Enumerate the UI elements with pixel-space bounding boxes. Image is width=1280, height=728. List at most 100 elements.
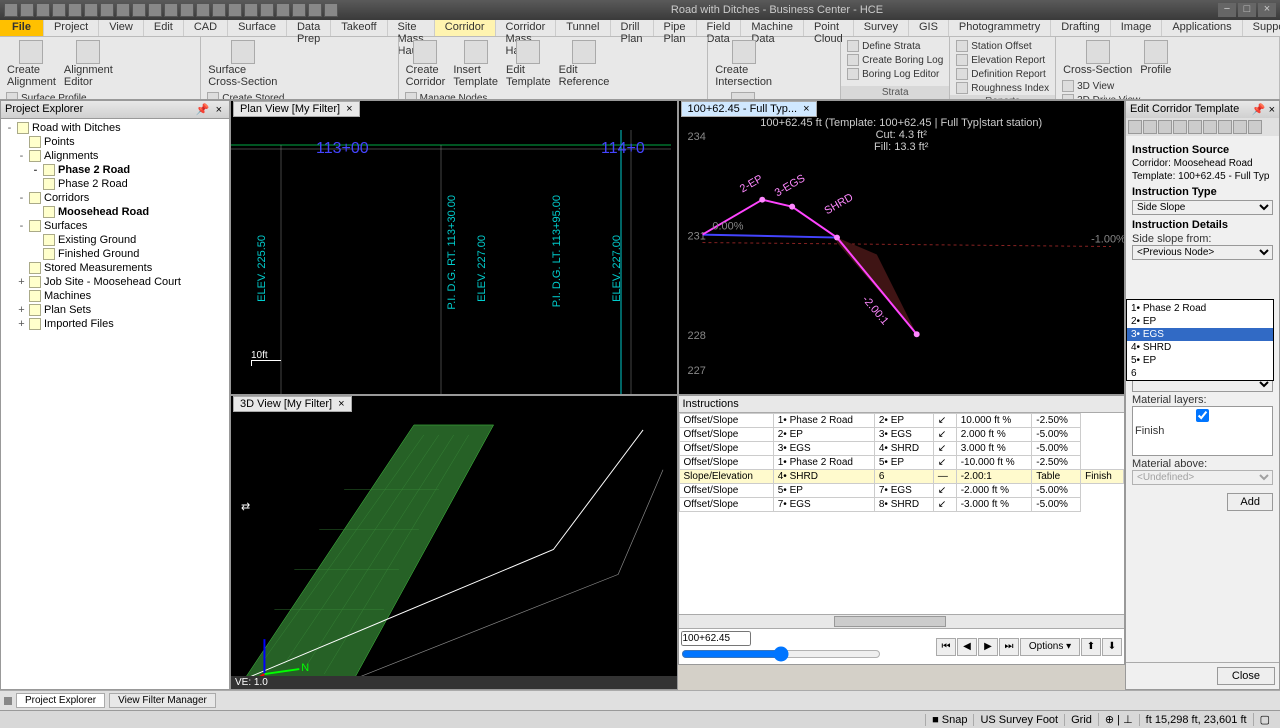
quick-access-toolbar[interactable] — [4, 3, 338, 17]
tree-node[interactable]: +Imported Files — [3, 317, 227, 331]
add-button[interactable]: Add — [1227, 493, 1273, 511]
tab-field-data[interactable]: Field Data — [697, 20, 742, 36]
finish-checkbox[interactable]: Finish — [1135, 409, 1270, 437]
instruction-type-select[interactable]: Side Slope — [1132, 200, 1273, 215]
ribbon-edit-template[interactable]: EditTemplate — [503, 39, 554, 89]
3d-view-tab[interactable]: 3D View [My Filter]× — [233, 396, 352, 412]
tab-data-prep[interactable]: Data Prep — [287, 20, 331, 36]
tab-drill-plan[interactable]: Drill Plan — [611, 20, 654, 36]
tab-project[interactable]: Project — [44, 20, 99, 36]
tree-node[interactable]: -Surfaces — [3, 219, 227, 233]
file-tab[interactable]: File — [0, 20, 44, 36]
ribbon-create-stored[interactable]: Create Stored — [205, 91, 322, 100]
nav-down-icon[interactable]: ⬇ — [1102, 638, 1122, 656]
ribbon-create-intersection[interactable]: CreateIntersection — [712, 39, 775, 89]
pin-icon[interactable]: 📌 — [1252, 104, 1266, 116]
dropdown-option[interactable]: 3• EGS — [1127, 328, 1273, 341]
tab-view-filter-manager[interactable]: View Filter Manager — [109, 693, 216, 708]
table-row[interactable]: Offset/Slope5• EP7• EGS↙-2.000 ft %-5.00… — [679, 484, 1124, 498]
ribbon-create-corridor[interactable]: CreateCorridor — [403, 39, 449, 89]
tab-image[interactable]: Image — [1111, 20, 1163, 36]
tree-node[interactable]: Points — [3, 135, 227, 149]
table-row[interactable]: Offset/Slope2• EP3• EGS↙2.000 ft %-5.00% — [679, 428, 1124, 442]
station-input[interactable] — [681, 631, 751, 646]
table-row[interactable]: Offset/Slope1• Phase 2 Road2• EP↙10.000 … — [679, 414, 1124, 428]
tab-support[interactable]: Support — [1243, 20, 1280, 36]
ribbon-create-alignment[interactable]: CreateAlignment — [4, 39, 59, 89]
tab-drafting[interactable]: Drafting — [1051, 20, 1111, 36]
tree-node[interactable]: Phase 2 Road — [3, 177, 227, 191]
dropdown-option[interactable]: 5• EP — [1127, 354, 1273, 367]
close-icon[interactable]: × — [1269, 104, 1275, 116]
ribbon-alignment-editor[interactable]: AlignmentEditor — [61, 39, 116, 89]
project-tree[interactable]: -Road with DitchesPoints-Alignments-Phas… — [1, 119, 229, 689]
scrollbar[interactable] — [679, 614, 1125, 628]
table-row[interactable]: Offset/Slope7• EGS8• SHRD↙-3.000 ft %-5.… — [679, 498, 1124, 512]
dropdown-option[interactable]: 6 — [1127, 367, 1273, 380]
ribbon-roughness-index[interactable]: Roughness Index — [954, 81, 1051, 95]
tab-tunnel[interactable]: Tunnel — [556, 20, 610, 36]
ribbon-boring-log-editor[interactable]: Boring Log Editor — [845, 67, 945, 81]
dropdown-option[interactable]: 4• SHRD — [1127, 341, 1273, 354]
tab-photogrammetry[interactable]: Photogrammetry — [949, 20, 1051, 36]
dropdown-option[interactable]: 1• Phase 2 Road — [1127, 302, 1273, 315]
table-row[interactable]: Offset/Slope3• EGS4• SHRD↙3.000 ft %-5.0… — [679, 442, 1124, 456]
ribbon-insert-template[interactable]: InsertTemplate — [450, 39, 501, 89]
tree-node[interactable]: -Corridors — [3, 191, 227, 205]
tree-node[interactable]: +Job Site - Moosehead Court — [3, 275, 227, 289]
ribbon-surface-profile[interactable]: Surface Profile — [4, 91, 89, 100]
instructions-table[interactable]: Offset/Slope1• Phase 2 Road2• EP↙10.000 … — [679, 413, 1125, 512]
nav-next-icon[interactable]: ▶ — [978, 638, 998, 656]
tab-project-explorer[interactable]: Project Explorer — [16, 693, 105, 708]
ribbon-manage-nodes[interactable]: Manage Nodes — [403, 91, 501, 100]
tree-node[interactable]: Finished Ground — [3, 247, 227, 261]
station-slider[interactable] — [681, 646, 881, 662]
ribbon-create-cul-de-sac[interactable]: CreateCul-de-Sac — [712, 91, 773, 100]
tree-node[interactable]: -Alignments — [3, 149, 227, 163]
tab-pipe-plan[interactable]: Pipe Plan — [654, 20, 697, 36]
plan-view-tab[interactable]: Plan View [My Filter]× — [233, 101, 360, 117]
tab-survey[interactable]: Survey — [854, 20, 909, 36]
window-controls[interactable]: −□× — [1216, 3, 1276, 17]
tab-gis[interactable]: GIS — [909, 20, 949, 36]
tree-node[interactable]: +Plan Sets — [3, 303, 227, 317]
ribbon-define-strata[interactable]: Define Strata — [845, 39, 945, 53]
tab-surface[interactable]: Surface — [228, 20, 287, 36]
nav-last-icon[interactable]: ⏭ — [999, 638, 1019, 656]
dropdown-option[interactable]: 2• EP — [1127, 315, 1273, 328]
ribbon-create-boring-log[interactable]: Create Boring Log — [845, 53, 945, 67]
plan-view[interactable]: Plan View [My Filter]× 113+00 114+0 ELEV… — [230, 100, 678, 395]
tree-node[interactable]: Moosehead Road — [3, 205, 227, 219]
section-view-tab[interactable]: 100+62.45 - Full Typ...× — [681, 101, 817, 117]
ribbon-elevation-report[interactable]: Elevation Report — [954, 53, 1051, 67]
tab-edit[interactable]: Edit — [144, 20, 184, 36]
ribbon-surface-cross-section[interactable]: SurfaceCross-Section — [205, 39, 280, 89]
tab-corridor-mass-haul[interactable]: Corridor Mass Haul — [496, 20, 557, 36]
tab-takeoff[interactable]: Takeoff — [331, 20, 387, 36]
tree-node[interactable]: Machines — [3, 289, 227, 303]
nav-up-icon[interactable]: ⬆ — [1081, 638, 1101, 656]
tree-node[interactable]: -Phase 2 Road — [3, 163, 227, 177]
tab-applications[interactable]: Applications — [1162, 20, 1242, 36]
table-row[interactable]: Slope/Elevation4• SHRD6—-2.00:1TableFini… — [679, 470, 1124, 484]
ribbon-3d-view[interactable]: 3D View — [1060, 79, 1166, 93]
close-icon[interactable]: × — [338, 398, 344, 410]
ribbon-cross-section[interactable]: Cross-Section — [1060, 39, 1135, 77]
tab-machine-data[interactable]: Machine Data — [741, 20, 804, 36]
table-row[interactable]: Offset/Slope1• Phase 2 Road5• EP↙-10.000… — [679, 456, 1124, 470]
side-slope-from-select[interactable]: <Previous Node> — [1132, 245, 1273, 260]
tab-site-mass-haul[interactable]: Site Mass Haul — [388, 20, 435, 36]
tab-point-cloud[interactable]: Point Cloud — [804, 20, 854, 36]
ribbon-profile[interactable]: Profile — [1137, 39, 1174, 77]
tree-node[interactable]: Stored Measurements — [3, 261, 227, 275]
tab-cad[interactable]: CAD — [184, 20, 228, 36]
tab-view[interactable]: View — [99, 20, 144, 36]
ribbon-definition-report[interactable]: Definition Report — [954, 67, 1051, 81]
ribbon-3d-drive-view[interactable]: 3D Drive View — [1060, 93, 1166, 100]
nav-prev-icon[interactable]: ◀ — [957, 638, 977, 656]
explorer-pin-icon[interactable]: 📌 — [193, 104, 213, 116]
explorer-close-icon[interactable]: × — [213, 104, 225, 116]
close-button[interactable]: Close — [1217, 667, 1275, 685]
close-icon[interactable]: × — [803, 103, 809, 115]
tree-node[interactable]: -Road with Ditches — [3, 121, 227, 135]
